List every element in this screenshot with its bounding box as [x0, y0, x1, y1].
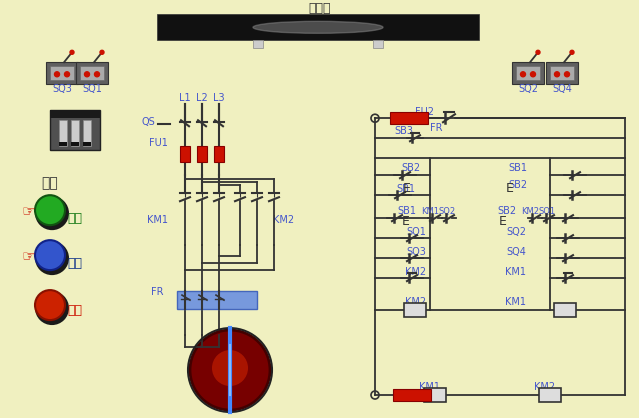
Bar — [180, 146, 190, 162]
Text: QS: QS — [141, 117, 155, 127]
Text: 工作台: 工作台 — [309, 2, 331, 15]
Text: SB1: SB1 — [397, 184, 415, 194]
Circle shape — [190, 330, 270, 410]
Circle shape — [530, 72, 535, 77]
Text: SQ2: SQ2 — [518, 84, 538, 94]
Text: FU1: FU1 — [148, 138, 167, 148]
Bar — [76, 62, 108, 84]
Text: SQ2: SQ2 — [506, 227, 526, 237]
Bar — [214, 146, 224, 162]
Text: SQ4: SQ4 — [552, 84, 572, 94]
Text: SB2: SB2 — [509, 180, 528, 190]
Text: E: E — [499, 215, 507, 228]
Text: L2: L2 — [196, 93, 208, 103]
Text: L3: L3 — [213, 93, 225, 103]
Bar — [59, 142, 67, 146]
Circle shape — [212, 350, 248, 386]
Text: KM2: KM2 — [273, 215, 295, 225]
Circle shape — [564, 72, 569, 77]
Circle shape — [570, 50, 574, 54]
Bar — [83, 120, 91, 146]
Text: KM1: KM1 — [148, 215, 169, 225]
Text: SQ1: SQ1 — [539, 206, 555, 216]
Circle shape — [536, 50, 540, 54]
Bar — [71, 120, 79, 146]
Text: KM1: KM1 — [505, 297, 527, 307]
Bar — [546, 62, 578, 84]
Circle shape — [35, 195, 65, 225]
Bar — [424, 388, 446, 402]
Circle shape — [84, 72, 89, 77]
Text: FR: FR — [430, 123, 442, 133]
Bar — [71, 142, 79, 146]
Text: E: E — [402, 215, 410, 228]
Bar — [390, 112, 428, 124]
Circle shape — [35, 291, 69, 325]
Bar — [554, 303, 576, 317]
Bar — [157, 14, 479, 40]
Bar — [550, 66, 574, 80]
Circle shape — [555, 72, 560, 77]
Circle shape — [35, 290, 65, 320]
Text: FR: FR — [151, 287, 163, 297]
Text: FU2: FU2 — [415, 107, 435, 117]
Circle shape — [95, 72, 100, 77]
Text: 反转: 反转 — [68, 257, 82, 270]
Circle shape — [521, 72, 525, 77]
Bar — [197, 146, 207, 162]
Text: KM2: KM2 — [405, 267, 427, 277]
Bar — [50, 66, 74, 80]
Text: E: E — [506, 182, 514, 195]
Bar — [253, 40, 263, 48]
Bar — [512, 62, 544, 84]
Text: 电源: 电源 — [42, 176, 58, 190]
Bar — [393, 389, 431, 401]
Text: 正转: 正转 — [68, 212, 82, 224]
Text: SB1: SB1 — [397, 206, 417, 216]
Text: ☞: ☞ — [22, 250, 36, 265]
Circle shape — [35, 240, 65, 270]
Text: 停止: 停止 — [68, 303, 82, 316]
Text: SQ3: SQ3 — [52, 84, 72, 94]
Text: E: E — [403, 182, 411, 195]
Text: KM2: KM2 — [405, 297, 427, 307]
Text: SQ3: SQ3 — [406, 247, 426, 257]
Bar — [404, 303, 426, 317]
Text: SQ2: SQ2 — [438, 206, 456, 216]
Text: KM1: KM1 — [419, 382, 440, 392]
Bar — [59, 120, 67, 146]
Circle shape — [35, 241, 69, 275]
Bar — [177, 291, 257, 309]
Text: SQ1: SQ1 — [406, 227, 426, 237]
Bar — [50, 110, 100, 150]
Text: KM2: KM2 — [521, 206, 539, 216]
Text: SB3: SB3 — [394, 126, 413, 136]
Bar — [539, 388, 561, 402]
Text: SB2: SB2 — [401, 163, 420, 173]
Text: SB2: SB2 — [497, 206, 516, 216]
Bar — [516, 66, 540, 80]
Circle shape — [70, 50, 74, 54]
Circle shape — [65, 72, 70, 77]
Text: SQ1: SQ1 — [82, 84, 102, 94]
Ellipse shape — [253, 21, 383, 33]
Text: KM1: KM1 — [421, 206, 439, 216]
Bar — [46, 62, 78, 84]
Text: KM2: KM2 — [534, 382, 555, 392]
Text: SQ4: SQ4 — [506, 247, 526, 257]
Bar — [50, 110, 100, 118]
Bar — [80, 66, 104, 80]
Text: L1: L1 — [179, 93, 191, 103]
Text: SB1: SB1 — [509, 163, 528, 173]
Bar — [373, 40, 383, 48]
Text: ☞: ☞ — [22, 205, 36, 220]
Circle shape — [35, 196, 69, 230]
Bar — [83, 142, 91, 146]
Text: KM1: KM1 — [505, 267, 527, 277]
Circle shape — [54, 72, 59, 77]
Circle shape — [100, 50, 104, 54]
